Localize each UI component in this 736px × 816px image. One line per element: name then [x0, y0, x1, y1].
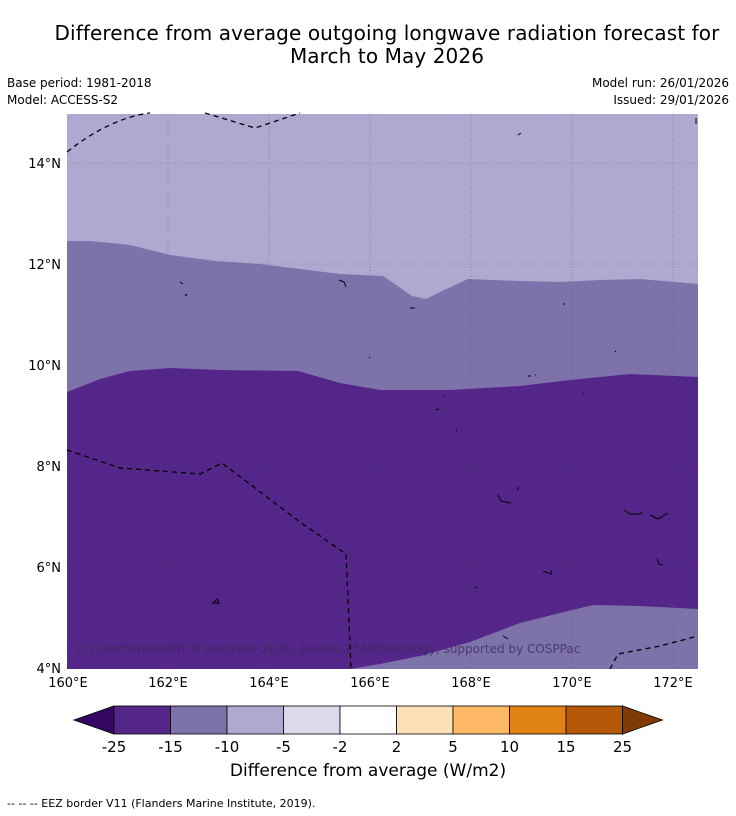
- region-dark: [67, 368, 698, 669]
- colorbar-extend-max: [622, 705, 664, 735]
- colorbar-tick-label: -2: [333, 738, 348, 756]
- lat-label: 14°N: [28, 157, 61, 172]
- base-period: Base period: 1981-2018: [7, 76, 152, 90]
- lon-label: 168°E: [451, 676, 491, 691]
- colorbar-segment: [339, 705, 397, 735]
- colorbar-tick-label: 15: [556, 738, 575, 756]
- colorbar-tick-label: -5: [276, 738, 291, 756]
- colorbar-extend-min: [72, 705, 115, 735]
- colorbar-tick-label: -15: [158, 738, 183, 756]
- lat-label: 10°N: [28, 359, 61, 374]
- title-line-1: Difference from average outgoing longwav…: [54, 21, 720, 45]
- colorbar-ticks: -25 -15 -10 -5 -2 2 5 10 15 25: [102, 738, 632, 756]
- colorbar-segment: [283, 705, 341, 735]
- lon-label: 166°E: [350, 676, 390, 691]
- lon-label: 162°E: [148, 676, 188, 691]
- colorbar: -25 -15 -10 -5 -2 2 5 10 15 25: [72, 705, 664, 756]
- colorbar-segment: [226, 705, 284, 735]
- issued-date: Issued: 29/01/2026: [613, 93, 729, 107]
- colorbar-segment: [396, 705, 454, 735]
- meta-right: Model run: 26/01/2026 Issued: 29/01/2026: [592, 75, 729, 109]
- model-name: Model: ACCESS-S2: [7, 93, 119, 107]
- grid-lines: [67, 114, 698, 669]
- copyright-text: © Commonwealth of Australia 2026, Bureau…: [75, 642, 580, 656]
- colorbar-segment: [565, 705, 623, 735]
- lon-label: 170°E: [552, 676, 592, 691]
- colorbar-label: Difference from average (W/m2): [229, 761, 507, 781]
- colorbar-segment: [113, 705, 171, 735]
- title-line-2: March to May 2026: [289, 44, 485, 68]
- colorbar-segment: [452, 705, 510, 735]
- colorbar-tick-label: 5: [448, 738, 458, 756]
- eez-border-southeast: [609, 635, 699, 670]
- colorbar-tick-label: 2: [392, 738, 402, 756]
- map: © Commonwealth of Australia 2026, Bureau…: [28, 112, 699, 691]
- colorbar-segment: [170, 705, 228, 735]
- lat-label: 4°N: [37, 662, 62, 677]
- eez-border-north: [66, 112, 151, 153]
- colorbar-tick-label: -25: [102, 738, 127, 756]
- colorbar-tick-label: -10: [215, 738, 240, 756]
- colorbar-segments: [72, 705, 664, 735]
- eez-legend-note: -- -- -- EEZ border V11 (Flanders Marine…: [7, 797, 316, 810]
- meta-left: Base period: 1981-2018 Model: ACCESS-S2: [7, 75, 152, 109]
- colorbar-tick-label: 10: [500, 738, 519, 756]
- lat-label: 8°N: [37, 460, 62, 475]
- chart-title: Difference from average outgoing longwav…: [0, 22, 736, 68]
- lon-label: 160°E: [48, 676, 88, 691]
- lat-label: 6°N: [37, 561, 62, 576]
- eez-border-west: [66, 449, 352, 670]
- colorbar-segment: [509, 705, 567, 735]
- lat-label: 12°N: [28, 258, 61, 273]
- lon-label: 172°E: [653, 676, 693, 691]
- lon-labels: 160°E 162°E 164°E 166°E 168°E 170°E 172°…: [48, 676, 693, 691]
- lat-labels: 14°N 12°N 10°N 8°N 6°N 4°N: [28, 157, 61, 677]
- model-run: Model run: 26/01/2026: [591, 76, 729, 90]
- colorbar-tick-label: 25: [613, 738, 632, 756]
- lon-label: 164°E: [249, 676, 289, 691]
- eez-borders: [66, 112, 699, 670]
- eez-border-north-2: [204, 112, 301, 129]
- islands: [179, 118, 697, 640]
